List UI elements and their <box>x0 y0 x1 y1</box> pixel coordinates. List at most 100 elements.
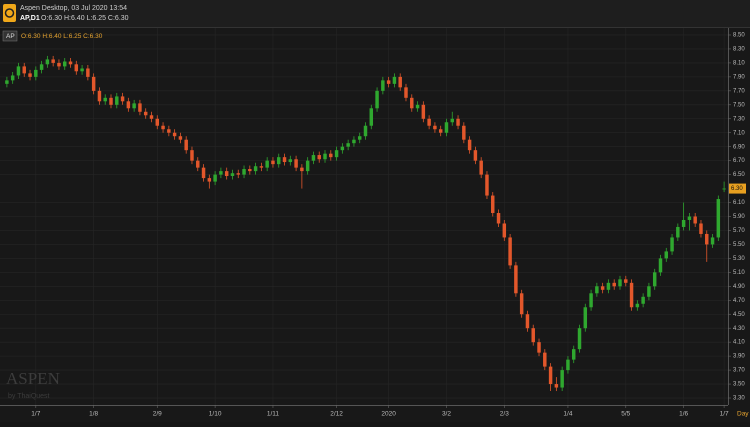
candle-body <box>80 68 84 72</box>
candle-body <box>491 195 495 214</box>
candle-body <box>323 153 327 160</box>
candle-body <box>10 75 15 81</box>
candle-body <box>681 219 686 227</box>
candle-body <box>230 173 235 177</box>
candle-body <box>340 146 345 151</box>
candle-body <box>398 76 402 88</box>
candle-body <box>583 307 588 329</box>
candle-body <box>5 80 9 84</box>
candle-body <box>103 97 107 102</box>
candle-body <box>224 171 229 177</box>
candle-body <box>641 296 645 304</box>
candle-body <box>381 80 385 91</box>
candle-body <box>595 286 599 294</box>
candle-body <box>415 104 420 109</box>
candle-body <box>207 178 212 182</box>
candle-body <box>635 303 640 308</box>
app-icon-glyph <box>4 8 15 18</box>
candles <box>5 55 726 392</box>
candle-body <box>462 125 466 140</box>
x-tick-label: 5/5 <box>621 411 630 418</box>
x-tick-label: 1/6 <box>679 411 688 418</box>
candle-body <box>62 61 67 67</box>
header-symbol: AP,D1 <box>20 15 40 22</box>
candle-body <box>693 216 697 224</box>
candle-body <box>149 115 154 119</box>
candle-body <box>259 166 264 168</box>
x-tick-label: 2/3 <box>500 411 509 418</box>
candle-body <box>68 61 73 65</box>
watermark-by: by ThaiQuest <box>8 393 50 400</box>
candle-body <box>658 258 663 273</box>
x-tick-label: 2/12 <box>330 411 343 418</box>
candle-body <box>22 66 26 74</box>
candle-body <box>294 159 298 168</box>
legend-symbol-box <box>2 30 18 42</box>
y-tick-label: 7.30 <box>733 116 745 122</box>
y-tick-label: 7.90 <box>733 74 745 80</box>
x-tick-label: 3/2 <box>442 411 451 418</box>
candle-body <box>363 125 368 137</box>
candle-body <box>566 359 570 371</box>
candle-body <box>45 59 50 65</box>
candle-body <box>722 188 726 190</box>
candle-body <box>352 139 356 144</box>
y-tick-label: 5.70 <box>733 228 745 234</box>
y-tick-label: 5.90 <box>733 214 745 220</box>
y-tick-label: 3.50 <box>733 382 745 388</box>
y-tick-label: 8.50 <box>733 33 745 39</box>
watermark-brand: ASPEN <box>6 369 60 388</box>
candle-body <box>629 282 634 308</box>
candle-body <box>253 166 258 172</box>
candle-body <box>421 104 426 119</box>
candle-body <box>618 279 622 287</box>
candle-body <box>271 160 275 165</box>
y-tick-label: 6.10 <box>733 200 745 206</box>
candle-body <box>34 69 38 77</box>
axes: 8.50 8.30 8.10 7.90 7.70 7.50 7.30 7.10 6.90 6.70… <box>31 33 749 418</box>
header-bar <box>0 0 750 27</box>
candle-body <box>531 328 535 343</box>
y-tick-label: 5.30 <box>733 256 745 262</box>
candle-body <box>647 286 651 297</box>
candle-body <box>57 62 61 67</box>
y-tick-label: 5.50 <box>733 242 745 248</box>
candle-body <box>120 96 125 102</box>
x-tick-label: 2020 <box>381 411 396 418</box>
candle-body <box>502 223 507 238</box>
y-tick-label: 3.90 <box>733 354 745 360</box>
candle-body <box>201 167 206 179</box>
y-tick-label: 7.10 <box>733 130 745 136</box>
candle-body <box>375 90 379 109</box>
y-tick-label: 6.70 <box>733 158 745 164</box>
candle-body <box>329 153 333 158</box>
candle-body <box>404 87 408 98</box>
candle-body <box>467 139 472 151</box>
x-tick-label: 1/4 <box>563 411 572 418</box>
x-tick-label: 1/7 <box>720 411 729 418</box>
header-ohlc: O:6.30 H:6.40 L:6.25 C:6.30 <box>41 15 129 22</box>
candle-body <box>305 160 310 172</box>
candle-body <box>288 159 293 163</box>
y-tick-label: 8.10 <box>733 60 745 66</box>
candle-body <box>456 118 460 126</box>
candle-body <box>687 216 692 220</box>
candle-body <box>652 272 657 287</box>
candle-body <box>676 226 680 238</box>
candle-body <box>161 125 165 130</box>
candle-body <box>138 103 142 112</box>
candle-body <box>525 314 530 329</box>
x-tick-label: 1/11 <box>267 411 280 418</box>
y-tick-label: 3.30 <box>733 396 745 402</box>
candle-body <box>606 282 611 290</box>
candle-body <box>317 155 321 160</box>
candle-body <box>410 97 414 109</box>
app-icon[interactable] <box>3 4 16 22</box>
x-tick-label: 2/9 <box>153 411 162 418</box>
candle-body <box>427 118 431 126</box>
candle-body <box>710 237 715 245</box>
legend-ohlc: O:6.30 H:6.40 L:6.25 C:6.30 <box>21 33 103 40</box>
